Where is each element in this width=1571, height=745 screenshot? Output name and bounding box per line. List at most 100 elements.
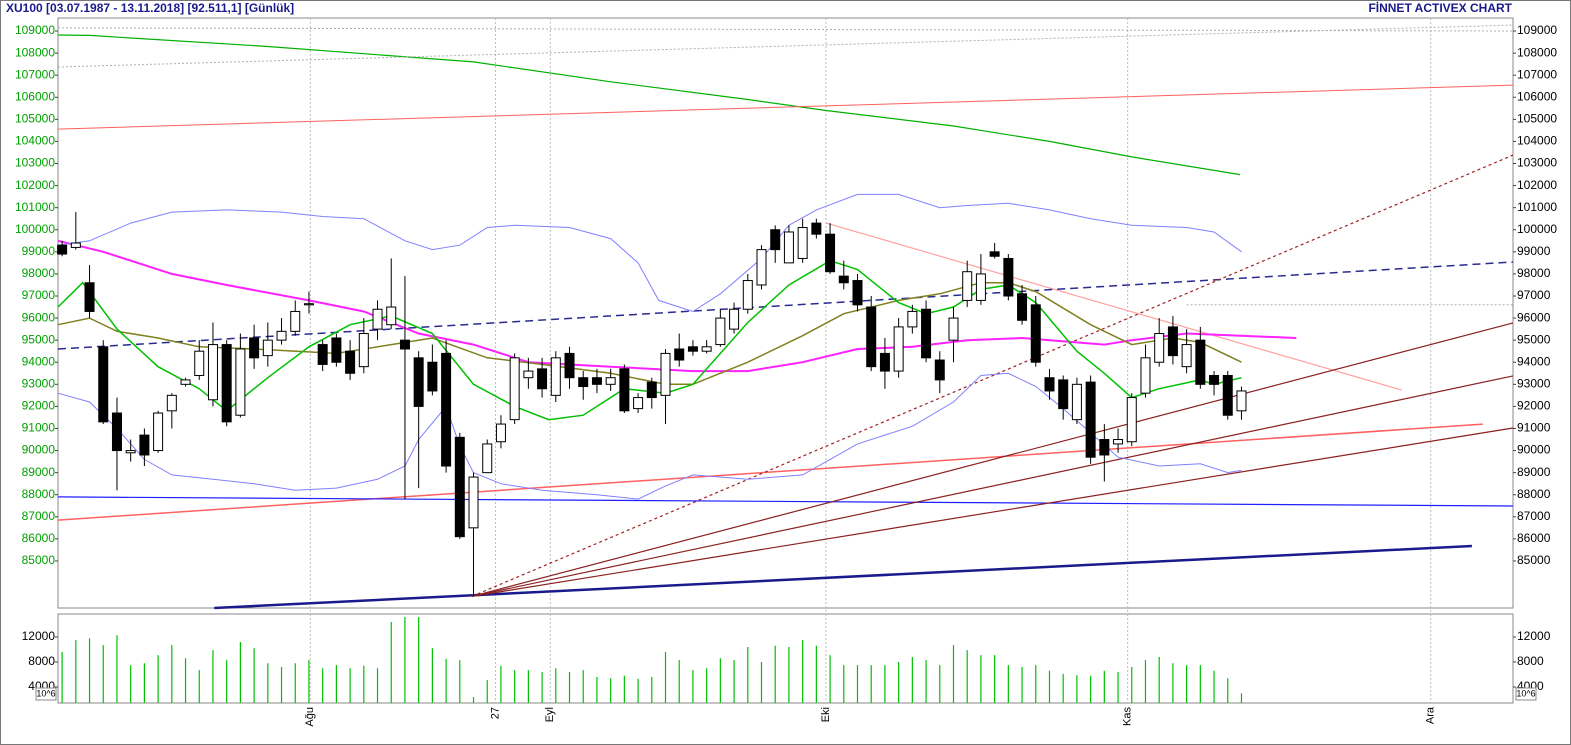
- y-tick-label: 99000: [1517, 244, 1551, 258]
- candle-body: [921, 308, 932, 359]
- y-tick-label: 90000: [1517, 443, 1551, 457]
- y-tick-label: 90000: [22, 443, 56, 457]
- candle-body: [893, 326, 904, 372]
- candle-body: [866, 306, 877, 368]
- indicator-line: [57, 496, 1514, 507]
- candle-body: [633, 397, 644, 410]
- candle-body: [249, 337, 260, 359]
- y-tick-label: 107000: [15, 67, 55, 81]
- indicator-line: [57, 259, 1242, 421]
- y-tick-label: 85000: [22, 553, 56, 567]
- candle-body: [852, 280, 863, 306]
- indicator-line: [825, 222, 1403, 391]
- candle-body: [523, 370, 534, 379]
- candle-body: [1113, 439, 1124, 445]
- y-tick-label: 103000: [15, 156, 55, 170]
- candle-body: [770, 229, 781, 251]
- candle-body: [715, 317, 726, 346]
- indicator-line: [57, 239, 1297, 373]
- candle-body: [441, 352, 452, 467]
- unit-label: 10^6: [36, 688, 55, 698]
- candle-body: [962, 271, 973, 301]
- candle-body: [166, 394, 177, 412]
- y-tick-label: 106000: [1517, 89, 1557, 103]
- y-tick-label: 8000: [1517, 654, 1544, 668]
- candle-body: [1154, 333, 1165, 363]
- candle-body: [235, 348, 246, 416]
- candle-body: [427, 361, 438, 392]
- indicator-line: [57, 24, 1514, 68]
- candle-body: [495, 423, 506, 443]
- candle-body: [1167, 326, 1178, 357]
- candle-body: [1017, 293, 1028, 321]
- candle-body: [578, 377, 589, 388]
- candle-body: [1071, 383, 1082, 421]
- candle-body: [1085, 381, 1096, 458]
- indicator-line: [214, 544, 1472, 610]
- price-panel: [57, 17, 1514, 609]
- candle-body: [331, 337, 342, 363]
- indicator-line: [57, 34, 1241, 176]
- candle-body: [303, 303, 314, 306]
- candle-body: [591, 377, 602, 385]
- indicator-line: [471, 322, 1514, 597]
- x-tick-label: Eki: [820, 707, 832, 722]
- candle-body: [207, 344, 218, 401]
- y-tick-label: 95000: [1517, 332, 1551, 346]
- candle-body: [1126, 397, 1137, 443]
- candle-body: [838, 275, 849, 284]
- y-tick-label: 108000: [1517, 45, 1557, 59]
- candle-body: [1222, 374, 1233, 416]
- x-tick-label: Ara: [1425, 706, 1437, 724]
- candle-body: [345, 350, 356, 374]
- y-tick-label: 96000: [1517, 310, 1551, 324]
- candle-body: [262, 339, 273, 357]
- candle-body: [564, 352, 575, 379]
- y-tick-label: 97000: [1517, 288, 1551, 302]
- y-tick-label: 94000: [22, 354, 56, 368]
- candle-body: [797, 227, 808, 259]
- candle-body: [482, 443, 493, 474]
- candle-body: [605, 377, 616, 385]
- y-tick-label: 100000: [15, 222, 55, 236]
- indicator-line: [57, 423, 1483, 521]
- candle-body: [550, 357, 561, 396]
- candle-body: [1058, 379, 1069, 410]
- y-tick-label: 105000: [1517, 112, 1557, 126]
- candle-body: [783, 231, 794, 264]
- candle-body: [111, 412, 122, 452]
- y-tick-label: 103000: [1517, 156, 1557, 170]
- y-tick-label: 109000: [15, 23, 55, 37]
- y-tick-label: 105000: [15, 112, 55, 126]
- y-tick-label: 106000: [15, 89, 55, 103]
- candle-body: [1236, 390, 1247, 412]
- candle-body: [180, 379, 191, 385]
- y-tick-label: 96000: [22, 310, 56, 324]
- candle-body: [413, 357, 424, 407]
- y-tick-label: 98000: [1517, 266, 1551, 280]
- y-tick-label: 92000: [1517, 399, 1551, 413]
- candle-body: [948, 317, 959, 341]
- candle-body: [660, 352, 671, 396]
- candle-body: [989, 251, 1000, 257]
- y-tick-label: 108000: [15, 45, 55, 59]
- y-tick-label: 97000: [22, 288, 56, 302]
- candle-body: [317, 344, 328, 365]
- candle-body: [1140, 357, 1151, 394]
- y-tick-label: 100000: [1517, 222, 1557, 236]
- indicator-line: [472, 427, 1514, 597]
- y-tick-label: 99000: [22, 244, 56, 258]
- y-tick-label: 88000: [22, 487, 56, 501]
- candle-body: [139, 434, 150, 456]
- candle-body: [742, 280, 753, 310]
- candle-body: [674, 348, 685, 361]
- unit-label: 10^6: [1516, 688, 1535, 698]
- volume-panel: [57, 613, 1514, 704]
- indicator-line: [57, 27, 1514, 32]
- y-tick-label: 109000: [1517, 23, 1557, 37]
- candle-body: [1030, 304, 1041, 363]
- y-tick-label: 93000: [22, 376, 56, 390]
- candle-body: [1209, 374, 1220, 385]
